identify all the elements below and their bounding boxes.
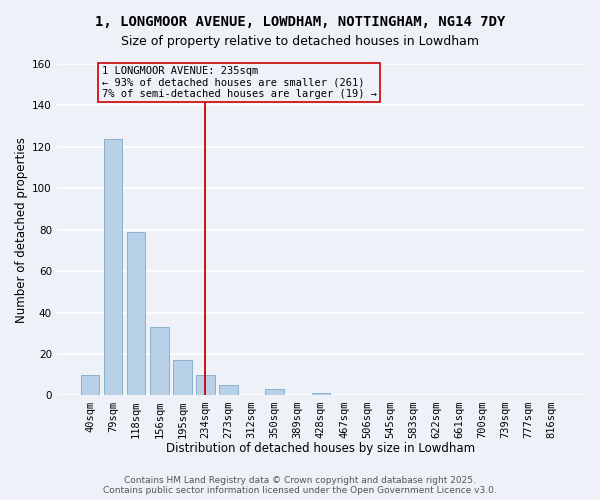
Bar [311,394,330,396]
Bar [220,385,238,396]
Bar [127,232,145,396]
Text: 1, LONGMOOR AVENUE, LOWDHAM, NOTTINGHAM, NG14 7DY: 1, LONGMOOR AVENUE, LOWDHAM, NOTTINGHAM,… [95,15,505,29]
Bar [104,138,122,396]
X-axis label: Distribution of detached houses by size in Lowdham: Distribution of detached houses by size … [166,442,475,455]
Bar [196,375,215,396]
Bar [150,327,169,396]
Text: Contains HM Land Registry data © Crown copyright and database right 2025.
Contai: Contains HM Land Registry data © Crown c… [103,476,497,495]
Text: 1 LONGMOOR AVENUE: 235sqm
← 93% of detached houses are smaller (261)
7% of semi-: 1 LONGMOOR AVENUE: 235sqm ← 93% of detac… [101,66,377,100]
Text: Size of property relative to detached houses in Lowdham: Size of property relative to detached ho… [121,35,479,48]
Bar [265,390,284,396]
Bar [81,375,99,396]
Y-axis label: Number of detached properties: Number of detached properties [15,136,28,322]
Bar [173,360,191,396]
